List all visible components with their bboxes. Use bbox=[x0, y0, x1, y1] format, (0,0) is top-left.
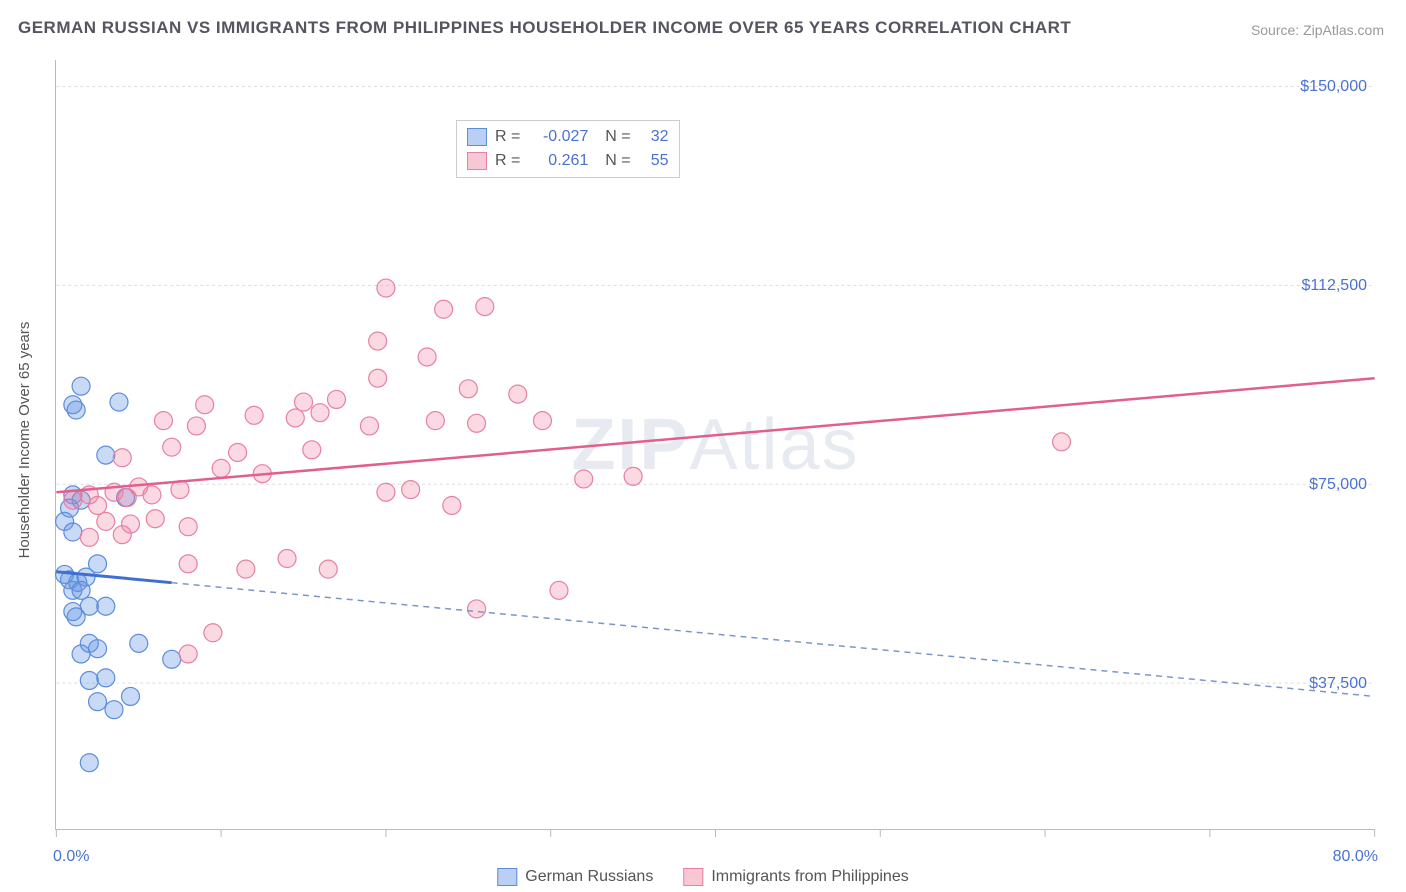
legend-item-series1: German Russians bbox=[497, 868, 653, 886]
stat-r-label-1: R = bbox=[495, 128, 520, 146]
stat-n-label-1: N = bbox=[596, 128, 630, 146]
stat-n-label-2: N = bbox=[596, 152, 630, 170]
stat-n-value-1: 32 bbox=[639, 128, 669, 146]
y-tick-label: $112,500 bbox=[1301, 277, 1367, 295]
legend-swatch-blue-icon bbox=[497, 868, 517, 886]
stats-row-series2: R = 0.261 N = 55 bbox=[467, 149, 669, 173]
y-axis-title: Householder Income Over 65 years bbox=[16, 322, 33, 559]
y-tick-label: $37,500 bbox=[1309, 675, 1367, 693]
legend-label-2: Immigrants from Philippines bbox=[711, 868, 908, 886]
swatch-blue-icon bbox=[467, 128, 487, 146]
y-tick-label: $75,000 bbox=[1309, 476, 1367, 494]
plot-area: ZIPAtlas R = -0.027 N = 32 R = 0.261 N =… bbox=[55, 60, 1375, 830]
x-axis-max-label: 80.0% bbox=[1333, 848, 1378, 866]
legend-label-1: German Russians bbox=[525, 868, 653, 886]
stat-r-value-1: -0.027 bbox=[528, 128, 588, 146]
stats-box: R = -0.027 N = 32 R = 0.261 N = 55 bbox=[456, 120, 680, 178]
x-axis-min-label: 0.0% bbox=[53, 848, 89, 866]
legend-item-series2: Immigrants from Philippines bbox=[683, 868, 908, 886]
y-tick-label: $150,000 bbox=[1300, 78, 1367, 96]
swatch-pink-icon bbox=[467, 152, 487, 170]
chart-svg bbox=[56, 60, 1375, 829]
stat-n-value-2: 55 bbox=[639, 152, 669, 170]
stats-row-series1: R = -0.027 N = 32 bbox=[467, 125, 669, 149]
legend-swatch-pink-icon bbox=[683, 868, 703, 886]
chart-container: GERMAN RUSSIAN VS IMMIGRANTS FROM PHILIP… bbox=[0, 0, 1406, 892]
stat-r-value-2: 0.261 bbox=[528, 152, 588, 170]
bottom-legend: German Russians Immigrants from Philippi… bbox=[497, 868, 908, 886]
chart-title: GERMAN RUSSIAN VS IMMIGRANTS FROM PHILIP… bbox=[18, 18, 1071, 38]
source-label: Source: ZipAtlas.com bbox=[1251, 22, 1384, 38]
stat-r-label-2: R = bbox=[495, 152, 520, 170]
